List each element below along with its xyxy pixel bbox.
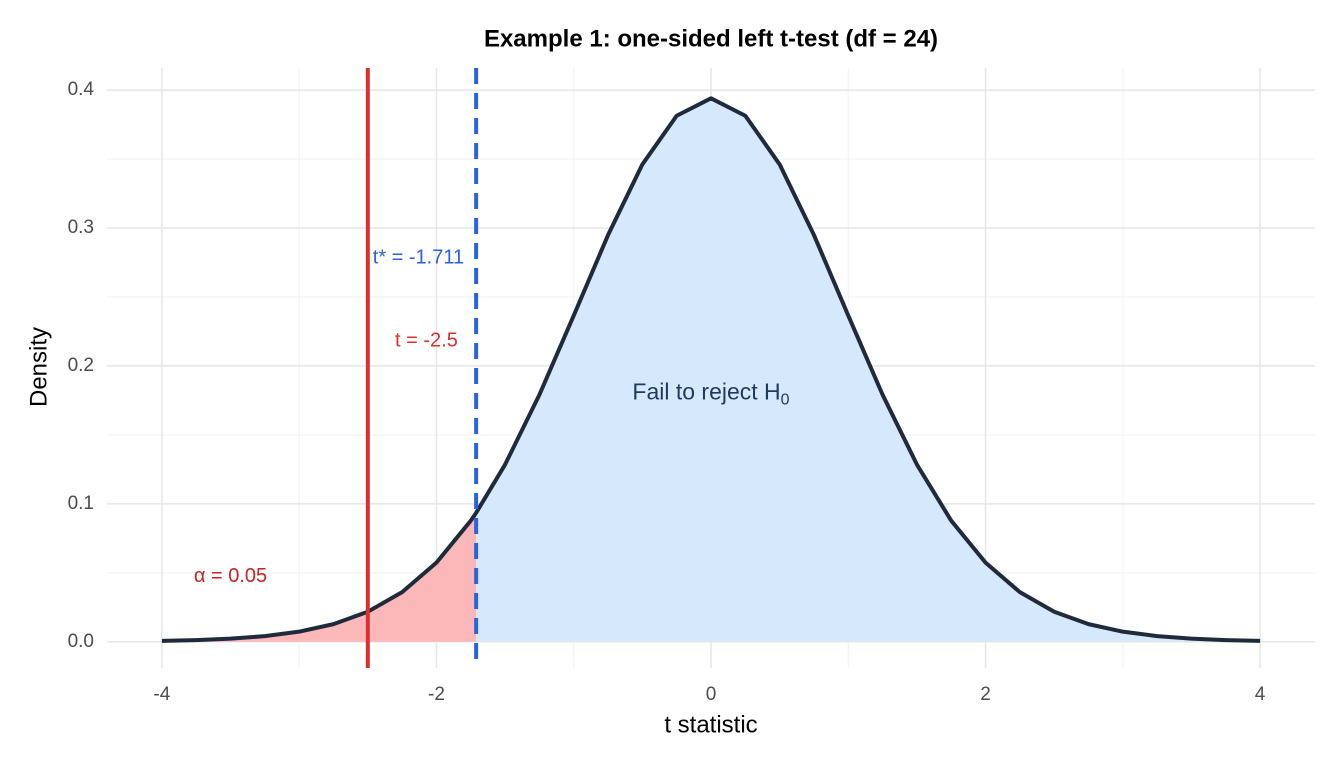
y-axis-label: Density: [25, 327, 52, 407]
x-tick-label: -4: [153, 684, 170, 705]
density-curve: [161, 96, 1261, 643]
chart-title: Example 1: one-sided left t-test (df = 2…: [484, 25, 938, 52]
reference-label: t = -2.5: [395, 329, 458, 351]
y-tick-label: 0.4: [68, 79, 95, 100]
y-tick-label: 0.1: [68, 493, 94, 514]
x-tick-label: -2: [428, 684, 445, 705]
x-axis-label: t statistic: [664, 711, 757, 738]
y-tick-label: 0.0: [68, 631, 94, 652]
region-label: Fail to reject H0: [632, 379, 789, 409]
region-label-text: Fail to reject H: [632, 379, 780, 405]
x-tick-label: 4: [1255, 684, 1266, 705]
acceptance-area: [476, 98, 1261, 642]
x-tick-label: 2: [980, 684, 991, 705]
reference-label: t* = -1.711: [373, 247, 464, 269]
region-label-subscript: 0: [781, 392, 790, 409]
alpha-label: α = 0.05: [194, 565, 267, 587]
x-tick-label: 0: [706, 684, 717, 705]
y-tick-label: 0.3: [68, 217, 94, 238]
rejection-area: [161, 512, 477, 642]
y-tick-label: 0.2: [68, 355, 94, 376]
